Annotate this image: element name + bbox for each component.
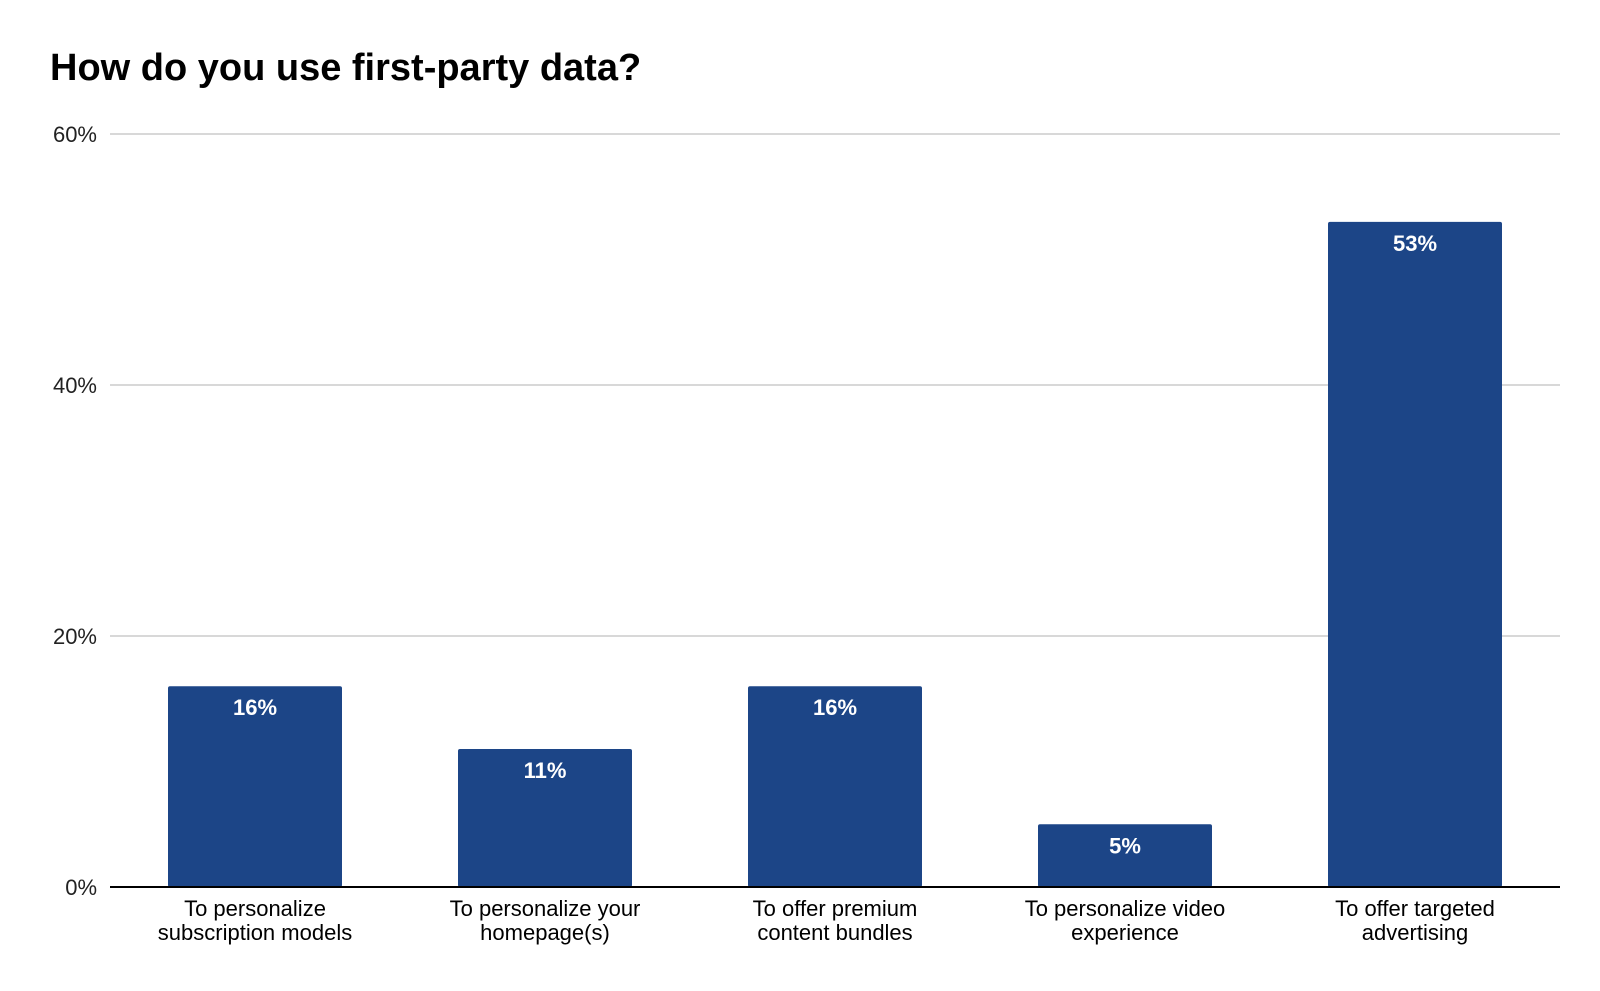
x-tick-label: To offer targeted advertising xyxy=(1335,896,1495,945)
bar-1 xyxy=(458,748,632,887)
y-axis-ticks: 0% 20% 40% 60% xyxy=(53,122,97,900)
y-tick-label: 0% xyxy=(65,875,97,900)
bar-3 xyxy=(1038,824,1212,887)
data-label: 53% xyxy=(1393,231,1437,256)
chart-title: How do you use first-party data? xyxy=(50,47,641,89)
gridlines xyxy=(110,133,1560,637)
x-tick-label: To personalize subscription models xyxy=(158,896,352,945)
data-label: 5% xyxy=(1109,833,1141,858)
bar-4 xyxy=(1328,221,1502,888)
bar-0 xyxy=(168,686,342,887)
bars: 16% 11% 16% 5% 53% xyxy=(168,221,1502,888)
data-label: 16% xyxy=(813,695,857,720)
y-tick-label: 40% xyxy=(53,373,97,398)
x-tick-label: To offer premium content bundles xyxy=(753,896,918,945)
x-tick-label: To personalize video experience xyxy=(1025,896,1226,945)
y-tick-label: 60% xyxy=(53,122,97,147)
x-axis-labels: To personalize subscription models To pers… xyxy=(158,896,1495,945)
bar-2 xyxy=(748,686,922,887)
data-label: 16% xyxy=(233,695,277,720)
data-label: 11% xyxy=(524,758,567,783)
x-tick-label: To personalize your homepage(s) xyxy=(450,896,641,945)
y-tick-label: 20% xyxy=(53,624,97,649)
